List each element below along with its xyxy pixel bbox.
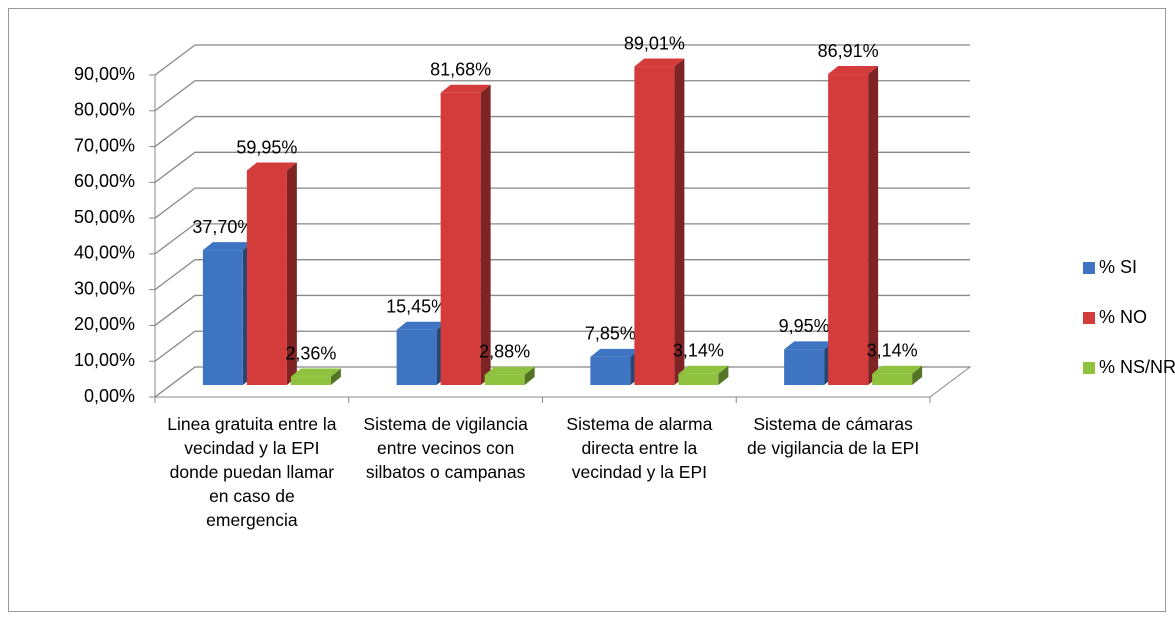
bar-side [286, 162, 297, 385]
bar-top [290, 368, 341, 377]
data-label: 15,45% [386, 296, 447, 316]
y-tick-label: 10,00% [74, 350, 135, 370]
grid-line [154, 151, 970, 183]
y-tick-label: 70,00% [74, 135, 135, 155]
grid-line [154, 259, 970, 291]
bar [484, 374, 525, 385]
data-label: 7,85% [585, 324, 636, 344]
bar [784, 349, 825, 385]
bar-top [634, 58, 685, 67]
data-label: 59,95% [236, 137, 297, 157]
bar-top [828, 66, 879, 75]
legend-swatch [1083, 362, 1095, 374]
bar-top [784, 341, 835, 350]
data-label: 37,70% [192, 217, 253, 237]
bar-top [872, 365, 923, 374]
bar-top [440, 84, 491, 93]
data-label: 3,14% [673, 341, 724, 361]
grid-line [154, 187, 970, 219]
y-tick-label: 40,00% [74, 243, 135, 263]
legend-label: % SI [1099, 257, 1137, 277]
bar [290, 376, 331, 385]
bar-side [674, 58, 685, 386]
y-tick-label: 90,00% [74, 64, 135, 84]
chart-frame [8, 8, 1166, 612]
y-tick-label: 0,00% [84, 386, 135, 406]
bar [872, 373, 913, 385]
bar-side [480, 84, 491, 385]
legend-label: % NO [1099, 307, 1147, 327]
bar-top [484, 366, 535, 375]
data-label: 86,91% [818, 41, 879, 61]
y-tick-label: 30,00% [74, 278, 135, 298]
y-tick-label: 60,00% [74, 171, 135, 191]
y-tick-label: 50,00% [74, 207, 135, 227]
bar-side [912, 365, 923, 385]
bar-top [590, 348, 641, 357]
grid-line [154, 44, 970, 76]
x-tick-label: Linea gratuita entre la vecindad y la EP… [167, 414, 337, 530]
y-tick-label: 80,00% [74, 100, 135, 120]
x-tick-label: Sistema de cámaras de vigilancia de la E… [747, 414, 920, 458]
bar [202, 250, 243, 385]
data-label: 9,95% [779, 316, 830, 336]
bar-top [678, 365, 729, 374]
x-tick-label: Sistema de alarma directa entre la vecin… [566, 414, 713, 482]
bar-top [396, 321, 447, 330]
grid-line [154, 294, 970, 326]
data-label: 2,88% [479, 341, 530, 361]
bar [590, 356, 631, 385]
legend-swatch [1083, 312, 1095, 324]
bar [828, 74, 869, 386]
bar-side [524, 366, 535, 385]
bar [440, 92, 481, 385]
bar-side [868, 66, 879, 386]
bar-side [330, 368, 341, 385]
data-label: 81,68% [430, 60, 491, 80]
x-tick-label: Sistema de vigilancia entre vecinos con … [363, 414, 528, 482]
bar-side [718, 365, 729, 385]
bar [396, 329, 437, 385]
bar [246, 170, 287, 385]
grid-line [154, 115, 970, 148]
bar [634, 66, 675, 386]
y-tick-label: 20,00% [74, 314, 135, 334]
bar-top [246, 162, 297, 171]
bar-top [202, 242, 253, 251]
grid-line [154, 223, 970, 255]
grid-line [154, 330, 970, 362]
legend-label: % NS/NR [1099, 357, 1175, 377]
data-label: 3,14% [867, 341, 918, 361]
bar [678, 373, 719, 385]
legend-swatch [1083, 262, 1095, 274]
data-label: 2,36% [285, 343, 336, 363]
data-label: 89,01% [624, 33, 685, 53]
grid-line [154, 80, 970, 112]
